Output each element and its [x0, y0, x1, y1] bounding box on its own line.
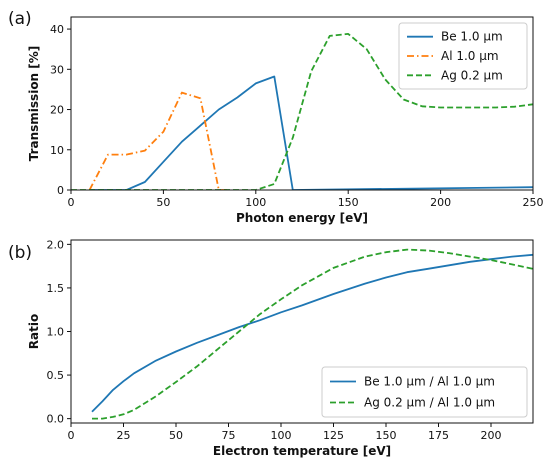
y-axis-label: Transmission [%] [27, 46, 41, 162]
legend-entry: Ag 0.2 μm [441, 68, 503, 82]
x-axis-label: Photon energy [eV] [236, 211, 368, 225]
axes-frame [70, 16, 534, 191]
series-line-2 [88, 91, 229, 190]
panel-label: (a) [8, 9, 32, 29]
y-tick-label: 0.0 [47, 413, 65, 426]
legend: Be 1.0 μm Al 1.0 μm Ag 0.2 μm [398, 22, 528, 90]
panel-label: (b) [8, 243, 32, 263]
legend-entry: Al 1.0 μm [441, 49, 499, 63]
panel-b: 0 25 50 75 100 125 150 175 200 0.0 0.5 1.0 1.5 2.0 Ele… [8, 238, 534, 458]
x-tick-label: 0 [68, 196, 75, 209]
y-tick-label: 40 [50, 23, 64, 36]
legend-entry: Be 1.0 μm / Al 1.0 μm [364, 375, 495, 389]
y-tick-label: 2.0 [47, 238, 65, 251]
y-tick-label: 0.5 [47, 369, 65, 382]
x-axis-label: Electron temperature [eV] [213, 444, 391, 458]
x-tick-label: 25 [117, 429, 131, 442]
y-tick-label: 30 [50, 63, 64, 76]
series-line-1 [89, 75, 533, 190]
y-axis-label: Ratio [27, 314, 41, 349]
x-tick-label: 50 [169, 429, 183, 442]
x-tick-label: 150 [338, 196, 359, 209]
x-tick-label: 200 [481, 429, 502, 442]
y-tick-label: 10 [50, 144, 64, 157]
series-line-2 [92, 248, 533, 420]
series-line-1 [91, 253, 533, 413]
panel-a: 0 50 100 150 200 250 0 10 20 30 40 Photon energy [e… [8, 9, 544, 225]
y-tick-label: 0 [57, 184, 64, 197]
x-tick-label: 0 [68, 429, 75, 442]
series-line-3 [71, 33, 533, 190]
x-tick-label: 250 [523, 196, 544, 209]
x-tick-label: 125 [323, 429, 344, 442]
x-tick-label: 100 [271, 429, 292, 442]
legend: Be 1.0 μm / Al 1.0 μm Ag 0.2 μm / Al 1.0 … [321, 366, 528, 418]
legend-entry: Ag 0.2 μm / Al 1.0 μm [364, 396, 495, 410]
x-tick-label: 150 [376, 429, 397, 442]
x-tick-label: 75 [222, 429, 236, 442]
y-tick-label: 1.5 [47, 282, 65, 295]
x-tick-label: 50 [156, 196, 170, 209]
x-tick-label: 100 [245, 196, 266, 209]
x-tick-label: 200 [430, 196, 451, 209]
y-tick-label: 20 [50, 104, 64, 117]
legend-entry: Be 1.0 μm [441, 30, 503, 44]
x-tick-label: 175 [428, 429, 449, 442]
y-tick-label: 1.0 [47, 326, 65, 339]
